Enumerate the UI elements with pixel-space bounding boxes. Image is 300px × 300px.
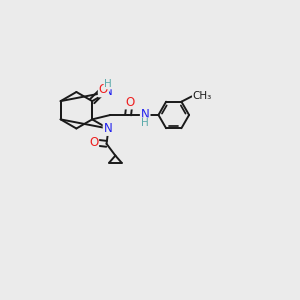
Text: O: O	[89, 136, 98, 149]
Text: CH₃: CH₃	[193, 92, 212, 101]
Text: H: H	[104, 79, 112, 89]
Text: N: N	[141, 109, 150, 122]
Text: H: H	[141, 118, 149, 128]
Text: N: N	[103, 85, 112, 98]
Text: O: O	[99, 83, 108, 96]
Text: O: O	[125, 95, 134, 109]
Text: N: N	[103, 122, 112, 135]
